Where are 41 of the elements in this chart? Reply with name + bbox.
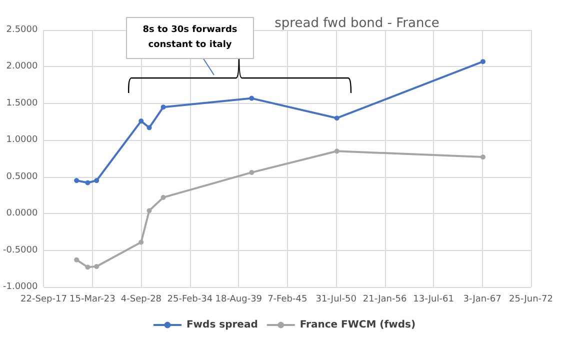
y-tick-label: 2.0000 <box>6 62 38 72</box>
point <box>138 118 144 124</box>
x-tick-label: 3-Jan-67 <box>463 294 502 304</box>
y-tick-label: 0.5000 <box>6 172 38 182</box>
x-tick-label: 13-Jul-61 <box>413 294 454 304</box>
x-tick-label: 15-Mar-23 <box>70 294 116 304</box>
point <box>160 194 166 200</box>
y-tick-label: 1.5000 <box>6 98 38 108</box>
point <box>146 208 152 214</box>
x-tick-label: 21-Jan-56 <box>362 294 407 304</box>
x-tick-label: 25-Feb-34 <box>167 294 213 304</box>
point <box>74 257 80 262</box>
point <box>94 178 100 184</box>
point <box>160 104 166 110</box>
point <box>480 59 486 64</box>
point <box>334 116 340 121</box>
legend-label: Fwds spread <box>186 320 258 330</box>
x-tick-label: 22-Sep-17 <box>20 294 67 304</box>
x-tick-label: 7-Feb-45 <box>268 294 308 304</box>
legend-label: France FWCM (fwds) <box>300 320 416 330</box>
point <box>138 240 144 245</box>
point <box>249 96 254 101</box>
y-tick-label: 1.0000 <box>6 135 38 146</box>
x-tick-label: 4-Sep-28 <box>120 294 162 304</box>
point <box>249 170 254 175</box>
point <box>74 178 80 184</box>
chart-title: spread fwd bond - France <box>274 16 440 31</box>
x-tick-label: 25-Jun-72 <box>509 294 553 304</box>
point <box>146 125 152 130</box>
point <box>334 148 340 154</box>
x-tick-label: 18-Aug-39 <box>215 294 262 304</box>
y-tick-label: -1.0000 <box>2 282 38 292</box>
point <box>85 264 90 270</box>
y-tick-label: 0.0000 <box>6 208 38 219</box>
point <box>94 264 100 269</box>
text-box: 8s to 30s forwards constant to italy <box>126 17 254 59</box>
point <box>85 180 90 186</box>
y-tick-label: 2.5000 <box>6 25 38 35</box>
x-tick-label: 31-Jul-50 <box>316 294 357 304</box>
y-tick-label: -0.5000 <box>2 245 38 256</box>
point <box>480 154 486 160</box>
